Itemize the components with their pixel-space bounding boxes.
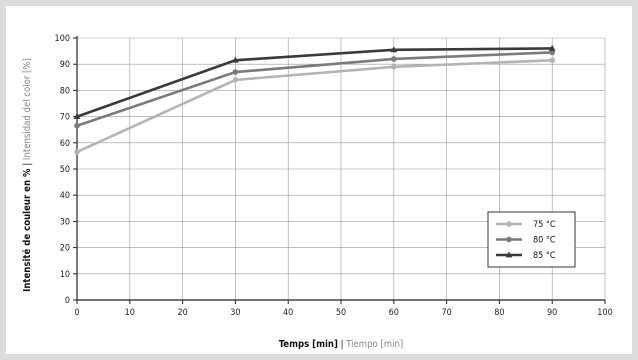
y-tick-label: 60 bbox=[60, 139, 70, 149]
data-point bbox=[232, 56, 239, 63]
data-point bbox=[391, 56, 397, 62]
y-tick-label: 70 bbox=[60, 113, 70, 123]
legend-label: 75 °C bbox=[533, 220, 556, 230]
x-tick-label: 30 bbox=[230, 308, 240, 318]
legend-item: 75 °C bbox=[496, 220, 556, 230]
y-tick-label: 80 bbox=[60, 86, 70, 96]
x-tick-label: 40 bbox=[283, 308, 293, 318]
x-tick-label: 10 bbox=[125, 308, 135, 318]
legend-item: 85 °C bbox=[496, 251, 556, 261]
data-point bbox=[232, 69, 239, 75]
y-tick-label: 50 bbox=[60, 165, 70, 175]
x-tick-label: 80 bbox=[494, 308, 504, 318]
x-tick-label: 90 bbox=[547, 308, 557, 318]
y-tick-label: 10 bbox=[60, 270, 70, 280]
series-lines bbox=[73, 44, 556, 155]
series-line bbox=[76, 51, 553, 128]
y-tick-label: 20 bbox=[60, 244, 70, 254]
data-point bbox=[391, 64, 397, 70]
y-tick-labels: 0 10 20 30 40 50 60 70 80 90 100 bbox=[55, 34, 70, 306]
x-axis-title: Temps [min] | Tiempo [min] bbox=[279, 339, 404, 350]
y-tick-label: 40 bbox=[60, 191, 70, 201]
series-group bbox=[73, 44, 556, 119]
y-tick-label: 30 bbox=[60, 217, 70, 227]
legend-swatch-marker bbox=[505, 251, 513, 258]
data-point bbox=[232, 77, 239, 83]
legend: 75 °C 80 °C 85 °C bbox=[487, 211, 576, 268]
y-axis-title: Intensité de couleur en % | Intensidad d… bbox=[22, 58, 33, 292]
data-point bbox=[73, 113, 81, 119]
axes bbox=[73, 36, 606, 304]
y-tick-label: 100 bbox=[55, 34, 70, 44]
data-point bbox=[549, 57, 555, 64]
x-tick-labels: 0 10 20 30 40 50 60 70 80 90 100 bbox=[74, 308, 612, 318]
y-tick-label: 90 bbox=[60, 60, 70, 70]
x-tick-label: 60 bbox=[389, 308, 399, 318]
legend-swatch-marker bbox=[506, 221, 512, 227]
grid bbox=[77, 37, 606, 300]
legend-label: 80 °C bbox=[533, 236, 556, 246]
series-line bbox=[76, 47, 553, 118]
data-point bbox=[549, 49, 555, 56]
y-tick-label: 0 bbox=[65, 296, 70, 306]
legend-label: 85 °C bbox=[533, 251, 556, 261]
data-point bbox=[390, 46, 398, 53]
data-point bbox=[74, 149, 80, 155]
data-point bbox=[548, 44, 556, 51]
legend-item: 80 °C bbox=[496, 236, 556, 246]
x-tick-label: 20 bbox=[177, 308, 187, 318]
x-tick-label: 0 bbox=[74, 308, 79, 318]
x-tick-label: 50 bbox=[336, 308, 346, 318]
series-group bbox=[74, 49, 555, 129]
series-group bbox=[74, 57, 555, 155]
x-tick-label: 100 bbox=[597, 308, 612, 318]
data-point bbox=[74, 122, 80, 129]
series-line bbox=[76, 58, 553, 154]
legend-swatch-marker bbox=[506, 236, 512, 243]
x-tick-label: 70 bbox=[441, 308, 451, 318]
